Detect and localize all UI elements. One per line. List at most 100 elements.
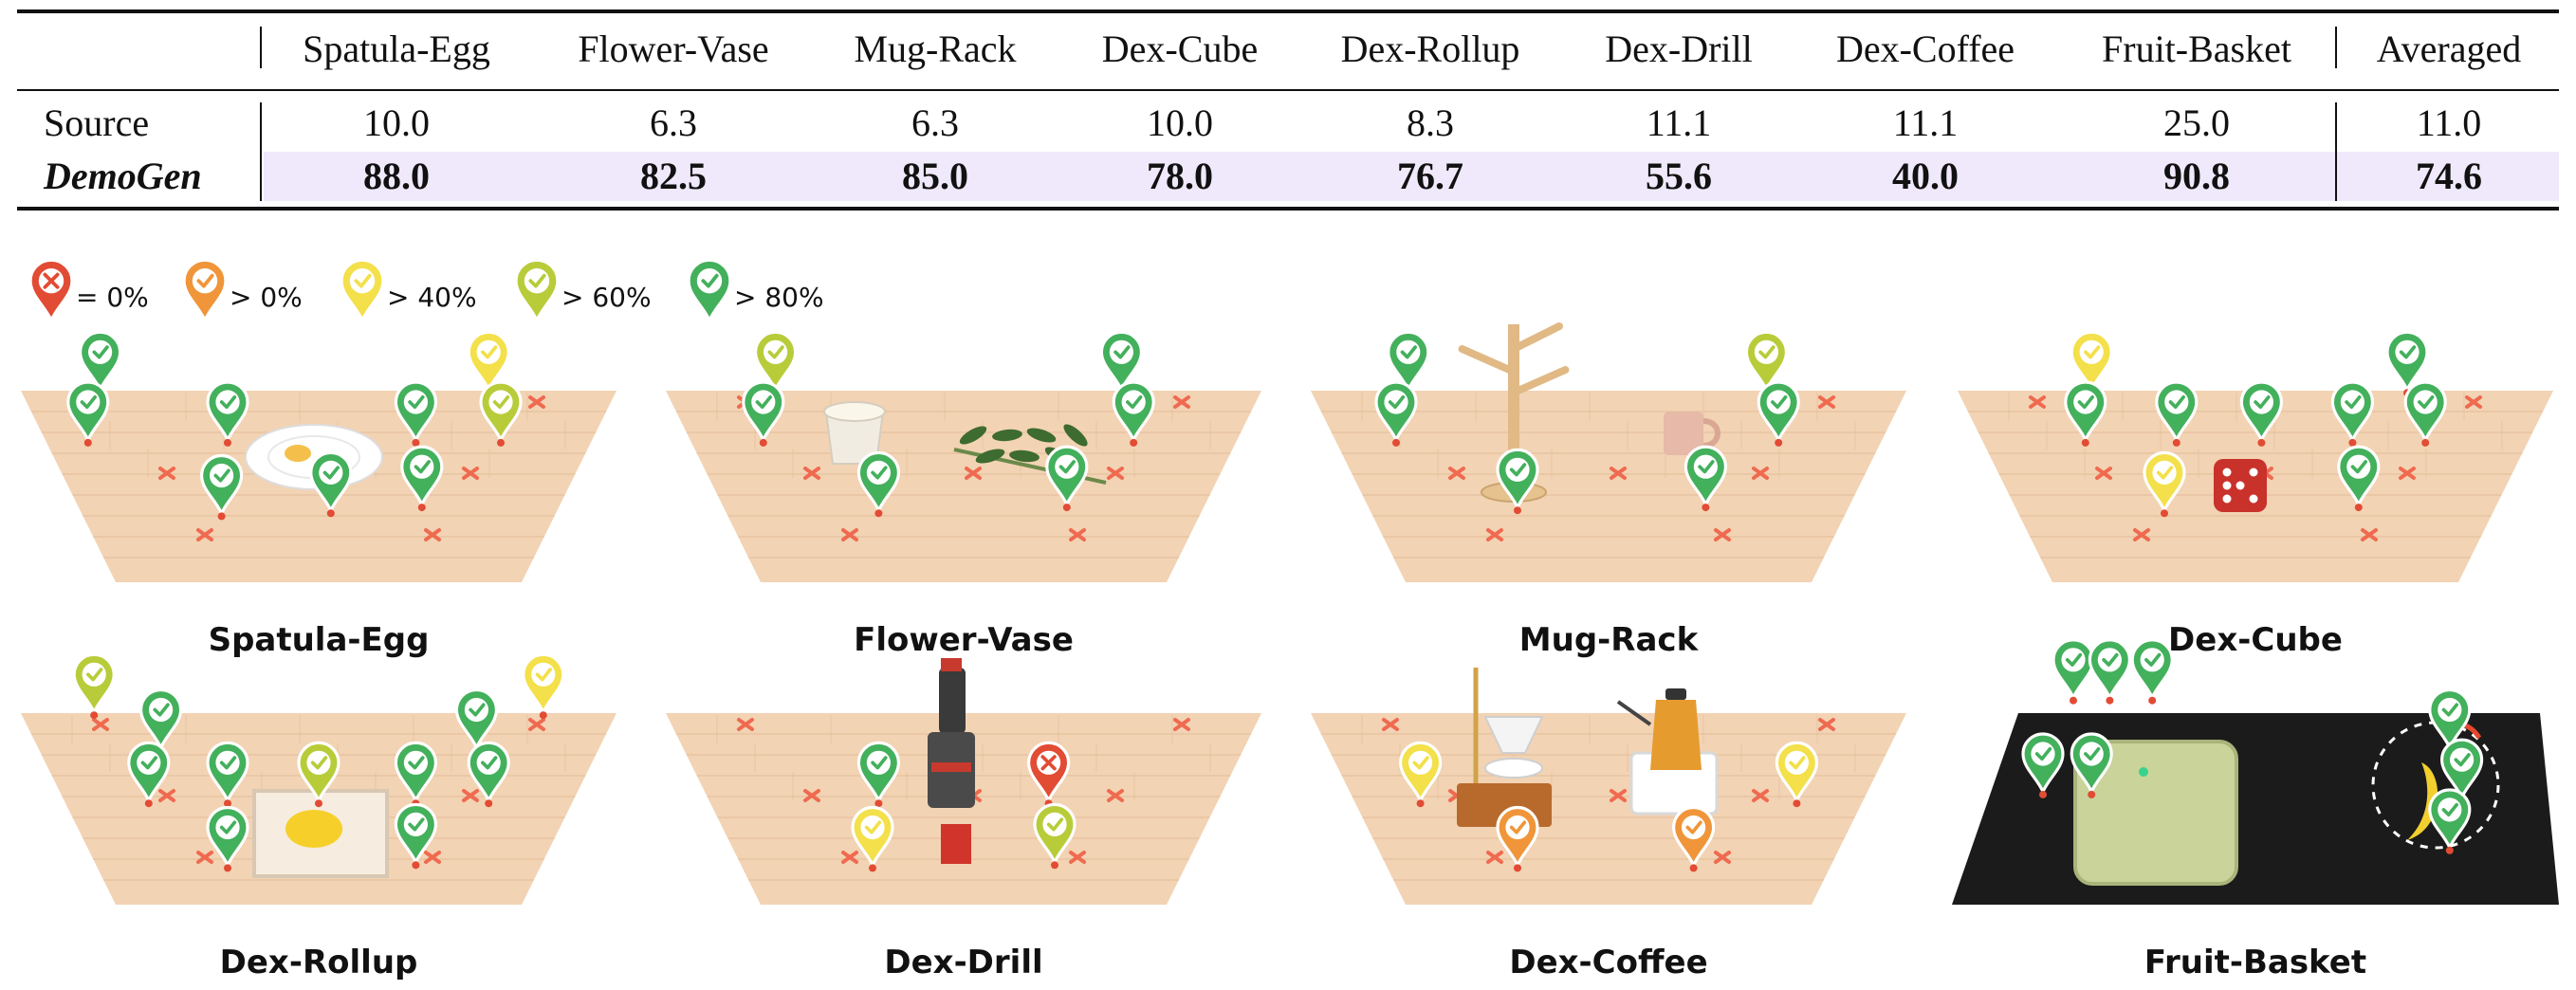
- results-table: Source DemoGen Spatula-Egg Flower-Vase Mug…: [17, 9, 2559, 211]
- panel-mug-rack: Mug-Rack: [1305, 322, 1912, 668]
- column-header-flower-vase: Flower-Vase: [578, 28, 769, 70]
- check-pin-icon: [1496, 448, 1539, 512]
- check-pin-icon: [2155, 380, 2199, 444]
- check-pin-icon: [2428, 688, 2472, 752]
- demogen-value-fruit-basket: 90.8: [2163, 155, 2230, 197]
- panel-title: Flower-Vase: [854, 621, 1074, 659]
- demogen-value-flower-vase: 82.5: [640, 155, 707, 197]
- pin-anchor: [144, 799, 153, 808]
- legend-label: > 40%: [387, 282, 477, 313]
- pin-anchor: [1775, 438, 1783, 447]
- panel-title: Dex-Rollup: [219, 944, 418, 981]
- check-pin-icon: [2064, 380, 2107, 444]
- scene-dex-drill: [666, 658, 1261, 905]
- pin-anchor: [83, 438, 92, 447]
- check-pin-icon: [1757, 380, 1800, 444]
- check-pin-icon: [2052, 638, 2095, 702]
- column-header-dex-rollup: Dex-Rollup: [1340, 28, 1520, 70]
- cross-pin-icon: [28, 258, 74, 325]
- legend-label: > 0%: [230, 282, 303, 313]
- legend-label: > 80%: [734, 282, 824, 313]
- source-value-dex-cube: 10.0: [1147, 101, 1213, 144]
- body-separator-right: [2335, 102, 2337, 201]
- panel-fruit-basket: Fruit-Basket: [1952, 638, 2559, 990]
- check-pin-icon: [1045, 445, 1089, 509]
- check-pin-icon: [1684, 445, 1727, 509]
- pin-anchor: [2106, 696, 2114, 705]
- scene-dex-rollup: [21, 652, 616, 905]
- panel-dex-rollup: Dex-Rollup: [15, 652, 622, 990]
- check-pin-icon: [2337, 445, 2381, 509]
- check-pin-icon: [72, 652, 116, 717]
- check-pin-icon: [309, 450, 353, 515]
- pin-anchor: [224, 438, 231, 447]
- pin-anchor: [485, 799, 493, 808]
- check-pin-icon: [2070, 330, 2113, 394]
- pin-anchor: [2088, 790, 2096, 798]
- pin-anchor: [874, 799, 883, 808]
- body-separator-left: [260, 102, 262, 201]
- check-pin-icon: [297, 741, 340, 805]
- pin-anchor: [2148, 696, 2157, 705]
- source-value-dex-drill: 11.1: [1646, 101, 1712, 144]
- pin-anchor: [1392, 438, 1400, 447]
- panel-dex-coffee: Dex-Coffee: [1305, 668, 1912, 990]
- check-pin-icon: [479, 380, 523, 444]
- column-header-spatula-egg: Spatula-Egg: [303, 28, 490, 70]
- check-pin-icon: [394, 380, 437, 444]
- pin-anchor: [217, 512, 226, 521]
- pin-anchor: [1416, 799, 1425, 808]
- check-pin-icon: [394, 741, 437, 805]
- panel-title: Dex-Drill: [884, 944, 1043, 981]
- column-header-dex-drill: Dex-Drill: [1605, 28, 1753, 70]
- pin-anchor: [412, 861, 420, 870]
- scene-spatula-egg: [21, 330, 616, 582]
- pin-anchor: [2445, 846, 2454, 854]
- check-pin-icon: [2130, 638, 2174, 702]
- check-pin-icon: [139, 688, 183, 752]
- demogen-value-dex-cube: 78.0: [1147, 155, 1213, 197]
- check-pin-icon: [1775, 741, 1818, 805]
- check-pin-icon: [2428, 788, 2472, 852]
- check-pin-icon: [467, 330, 510, 394]
- check-pin-icon: [1374, 380, 1418, 444]
- check-pin-icon: [514, 258, 560, 325]
- table-mid-rule: [17, 89, 2559, 91]
- panel-title: Dex-Cube: [2168, 621, 2343, 659]
- demogen-value-dex-coffee: 40.0: [1892, 155, 1959, 197]
- check-pin-icon: [2070, 732, 2113, 796]
- pin-anchor: [315, 799, 322, 808]
- check-pin-icon: [2330, 380, 2374, 444]
- pin-anchor: [2070, 696, 2077, 705]
- demogen-value-averaged: 74.6: [2416, 155, 2482, 197]
- cross-pin-icon: [1027, 741, 1071, 805]
- check-pin-icon: [1099, 330, 1143, 394]
- panel-dex-drill: Dex-Drill: [660, 658, 1267, 990]
- demogen-value-dex-rollup: 76.7: [1397, 155, 1463, 197]
- check-pin-icon: [1496, 805, 1539, 870]
- check-pin-icon: [454, 688, 498, 752]
- check-pin-icon: [754, 330, 798, 394]
- pin-anchor: [224, 864, 231, 872]
- check-pin-icon: [1399, 741, 1443, 805]
- legend-item: > 80%: [687, 258, 848, 326]
- check-pin-icon: [856, 450, 900, 515]
- check-pin-icon: [127, 741, 171, 805]
- source-value-mug-rack: 6.3: [911, 101, 959, 144]
- demogen-value-dex-drill: 55.6: [1646, 155, 1712, 197]
- check-pin-icon: [66, 380, 110, 444]
- pin-anchor: [874, 509, 883, 518]
- panel-title: Dex-Coffee: [1509, 944, 1708, 981]
- check-pin-icon: [1033, 802, 1076, 867]
- demogen-value-spatula-egg: 88.0: [363, 155, 430, 197]
- check-pin-icon: [851, 805, 894, 870]
- check-pin-icon: [856, 741, 900, 805]
- pin-anchor: [1514, 864, 1521, 872]
- check-pin-icon: [182, 258, 228, 325]
- success-rate-legend: = 0% > 0% > 40% > 60% > 80%: [28, 258, 882, 326]
- row-label-demogen: DemoGen: [44, 155, 202, 197]
- check-pin-icon: [467, 741, 510, 805]
- pin-anchor: [539, 711, 547, 720]
- column-header-dex-coffee: Dex-Coffee: [1835, 28, 2015, 70]
